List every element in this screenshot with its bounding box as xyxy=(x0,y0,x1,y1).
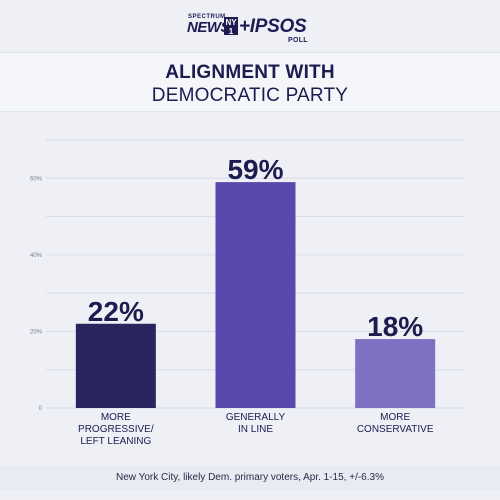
logo-ny1-badge: NY 1 xyxy=(224,17,238,36)
y-tick-label: 20% xyxy=(30,329,43,335)
category-label-line: MORE xyxy=(101,412,131,423)
y-tick-label: 0 xyxy=(39,406,43,412)
category-label-line: PROGRESSIVE/ xyxy=(78,424,154,435)
category-label: GENERALLY IN LINE xyxy=(226,412,286,435)
bar xyxy=(355,339,436,408)
logo-ipsos-text: +IPSOS xyxy=(239,16,307,37)
category-label-line: IN LINE xyxy=(238,424,273,435)
spectrum-news-ipsos-logo: SPECTRUM NEWS NY 1 +IPSOS POLL xyxy=(0,13,500,47)
footer-note: New York City, likely Dem. primary voter… xyxy=(0,466,500,490)
title-band: ALIGNMENT WITH DEMOCRATIC PARTY xyxy=(0,52,500,112)
bar xyxy=(75,323,156,408)
y-axis-tick-labels: 0 20% 40% 60% xyxy=(30,176,43,412)
chart-title-line2: DEMOCRATIC PARTY xyxy=(151,85,349,106)
bar xyxy=(215,182,296,408)
value-labels: 22% 59% 18% xyxy=(88,154,423,342)
chart-title-line1: ALIGNMENT WITH xyxy=(165,62,335,83)
category-label-line: MORE xyxy=(380,412,410,423)
category-label: MORE PROGRESSIVE/LEFT LEANING xyxy=(78,412,154,447)
value-label: 59% xyxy=(227,154,283,185)
y-tick-label: 60% xyxy=(30,176,43,182)
category-label-line: LEFT LEANING xyxy=(80,436,151,447)
bar-chart: 020%40%60% 22%59%18% MORE PROGRESSIVE/LEF… xyxy=(30,139,465,447)
category-label: MORE CONSERVATIVE xyxy=(357,412,434,435)
logo-spectrum-text: SPECTRUM xyxy=(188,14,226,20)
y-tick-label: 40% xyxy=(30,253,43,259)
logo-news-text: NEWS xyxy=(187,19,231,36)
bars xyxy=(75,182,436,408)
category-label-line: CONSERVATIVE xyxy=(357,424,434,435)
category-label-line: GENERALLY xyxy=(226,412,286,423)
value-label: 22% xyxy=(88,296,144,327)
logo-poll-text: POLL xyxy=(288,37,308,44)
value-label: 18% xyxy=(367,311,423,342)
